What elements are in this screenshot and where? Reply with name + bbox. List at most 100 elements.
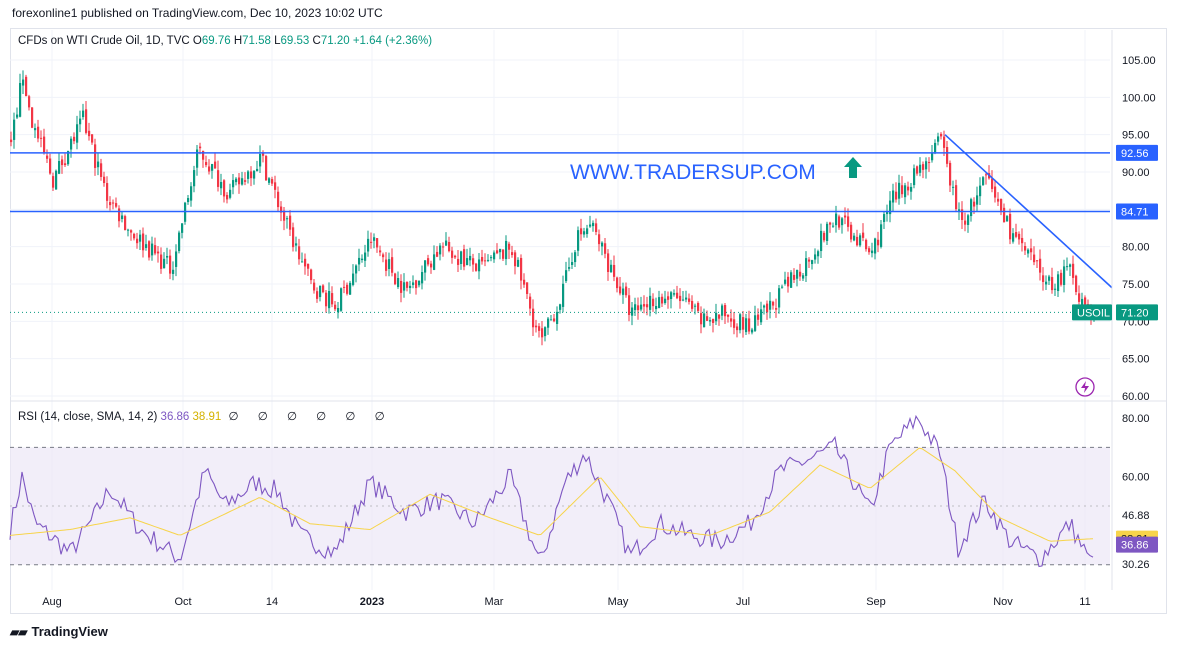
candle-body bbox=[124, 216, 127, 231]
rsi-na-values: ∅ ∅ ∅ ∅ ∅ ∅ bbox=[228, 411, 393, 423]
candle-body bbox=[274, 182, 277, 190]
candle-body bbox=[1006, 216, 1009, 222]
candle-body bbox=[232, 180, 235, 188]
candle-body bbox=[118, 208, 121, 222]
candle-body bbox=[91, 134, 94, 143]
candle-body bbox=[1021, 237, 1024, 244]
candle-body bbox=[229, 189, 232, 198]
time-tick-label: 11 bbox=[1079, 596, 1090, 608]
time-tick-label: Nov bbox=[993, 596, 1013, 608]
candle-body bbox=[46, 155, 49, 159]
candle-body bbox=[37, 126, 40, 139]
candle-body bbox=[109, 202, 112, 206]
tradingview-logo[interactable]: ▰▰ TradingView bbox=[10, 624, 108, 639]
candle-body bbox=[838, 216, 841, 228]
candle-body bbox=[1048, 276, 1051, 281]
candle-body bbox=[40, 137, 43, 139]
candle-body bbox=[469, 255, 472, 261]
candle-body bbox=[592, 222, 595, 227]
candle-body bbox=[1030, 248, 1033, 253]
candle-body bbox=[913, 168, 916, 186]
candle-body bbox=[268, 178, 271, 183]
candle-body bbox=[1084, 297, 1087, 307]
rsi-line bbox=[9, 414, 1094, 568]
candle-body bbox=[286, 218, 289, 220]
candle-body bbox=[895, 191, 898, 200]
candle-body bbox=[706, 316, 709, 321]
candle-body bbox=[16, 114, 19, 118]
close-value: 71.20 bbox=[320, 35, 350, 47]
candle-body bbox=[727, 314, 730, 317]
rsi-label: RSI (14, close, SMA, 14, 2) bbox=[18, 411, 158, 423]
candle-body bbox=[1003, 207, 1006, 223]
candle-body bbox=[265, 156, 268, 181]
price-tick-label: 60.00 bbox=[1122, 391, 1150, 403]
candle-body bbox=[427, 258, 430, 265]
candle-body bbox=[25, 76, 28, 97]
candle-body bbox=[178, 232, 181, 252]
candle-body bbox=[1051, 277, 1054, 291]
candle-body bbox=[610, 264, 613, 273]
candle-body bbox=[361, 258, 364, 261]
candle-body bbox=[574, 252, 577, 263]
time-tick-label: Aug bbox=[42, 596, 62, 608]
candle-body bbox=[76, 124, 79, 143]
candle-body bbox=[484, 260, 487, 262]
candle-body bbox=[910, 186, 913, 192]
rsi-value-tag: 36.86 bbox=[1121, 540, 1149, 552]
price-tick-label: 75.00 bbox=[1122, 279, 1150, 291]
candle-body bbox=[13, 119, 16, 140]
candle-body bbox=[865, 239, 868, 250]
candle-body bbox=[217, 170, 220, 187]
candle-body bbox=[136, 238, 139, 244]
candle-body bbox=[133, 233, 136, 239]
candle-body bbox=[739, 314, 742, 331]
candle-body bbox=[391, 257, 394, 273]
candle-body bbox=[862, 232, 865, 238]
candle-body bbox=[187, 198, 190, 203]
candle-body bbox=[766, 303, 769, 313]
candle-body bbox=[313, 282, 316, 291]
candle-body bbox=[646, 304, 649, 308]
candle-body bbox=[970, 199, 973, 217]
candle-body bbox=[244, 180, 247, 182]
candle-body bbox=[121, 215, 124, 219]
candle-body bbox=[835, 213, 838, 226]
candle-body bbox=[922, 164, 925, 170]
current-price-tag: 71.20 bbox=[1121, 307, 1149, 319]
candle-body bbox=[340, 288, 343, 311]
candle-body bbox=[919, 164, 922, 173]
candle-body bbox=[28, 96, 31, 108]
candle-body bbox=[493, 252, 496, 260]
candle-body bbox=[832, 225, 835, 227]
rsi-pane bbox=[9, 414, 1110, 568]
candle-body bbox=[736, 326, 739, 331]
candle-body bbox=[247, 171, 250, 179]
candle-body bbox=[928, 162, 931, 164]
candle-body bbox=[157, 251, 160, 254]
candle-body bbox=[1057, 274, 1060, 291]
candle-body bbox=[130, 230, 133, 233]
candle-body bbox=[1045, 281, 1048, 285]
candle-body bbox=[709, 320, 712, 322]
candle-body bbox=[511, 252, 514, 256]
price-axis: 105.00100.0095.0090.0085.0080.0075.0070.… bbox=[1072, 30, 1158, 590]
candle-body bbox=[829, 222, 832, 225]
candle-body bbox=[889, 200, 892, 215]
candle-body bbox=[694, 305, 697, 307]
rsi-tick-label: 46.88 bbox=[1122, 510, 1150, 522]
candle-body bbox=[409, 285, 412, 289]
candle-body bbox=[520, 257, 523, 281]
candle-body bbox=[628, 295, 631, 315]
candle-body bbox=[85, 109, 88, 133]
candle-body bbox=[802, 275, 805, 279]
candle-body bbox=[1054, 288, 1057, 290]
candle-body bbox=[82, 110, 85, 118]
time-tick-label: Mar bbox=[485, 596, 504, 608]
candle-body bbox=[619, 286, 622, 294]
candle-body bbox=[331, 293, 334, 305]
price-tick-label: 65.00 bbox=[1122, 354, 1150, 366]
candle-body bbox=[631, 307, 634, 316]
candle-body bbox=[979, 185, 982, 197]
